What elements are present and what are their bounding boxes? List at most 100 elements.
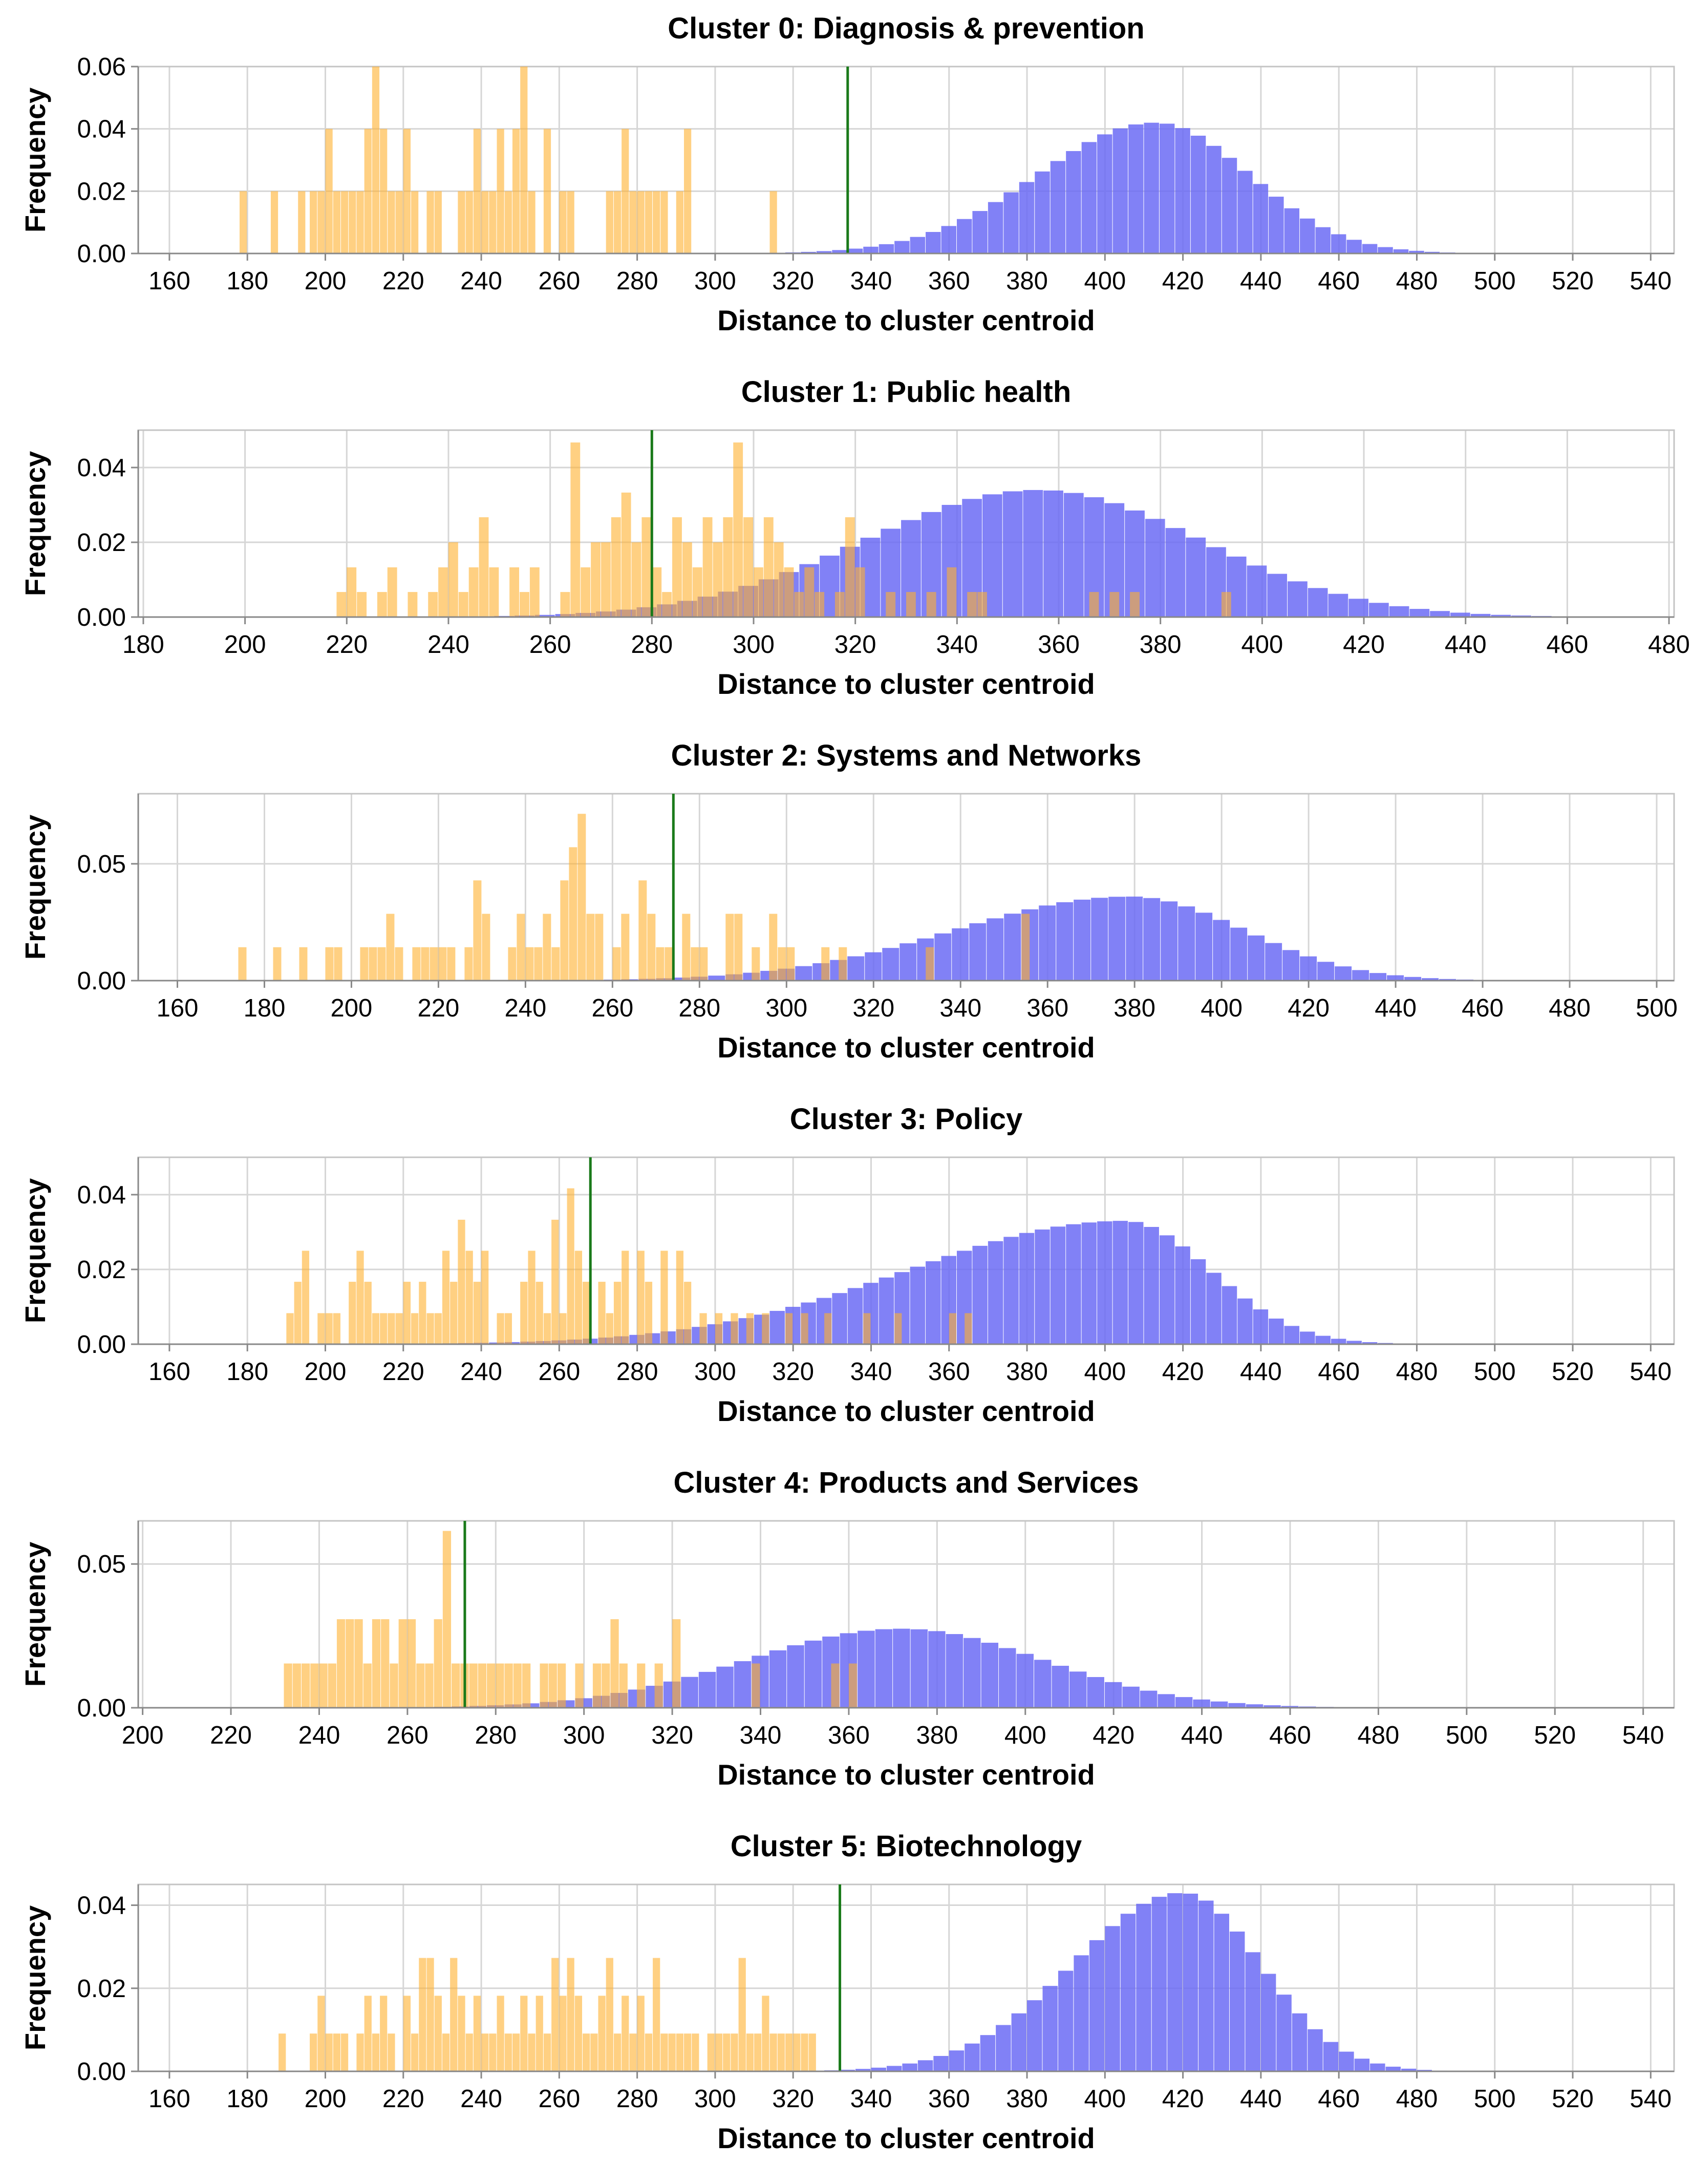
highlighted-bar bbox=[637, 191, 645, 253]
series-highlighted bbox=[336, 442, 1231, 617]
x-tick-label: 160 bbox=[148, 1358, 190, 1386]
histogram-panel-0: Cluster 0: Diagnosis & prevention 160 180 2… bbox=[19, 12, 1675, 336]
background-bar bbox=[1042, 1986, 1058, 2071]
x-axis-title: Distance to cluster centroid bbox=[717, 1758, 1095, 1791]
x-tick-label: 280 bbox=[678, 994, 720, 1022]
highlighted-bar bbox=[699, 947, 708, 981]
highlighted-bar bbox=[412, 947, 421, 981]
x-tick-label: 260 bbox=[538, 1358, 580, 1386]
background-bar bbox=[1362, 244, 1378, 253]
highlighted-bar bbox=[863, 1313, 871, 1344]
highlighted-bar bbox=[450, 1282, 458, 1344]
x-tick-label: 440 bbox=[1240, 2085, 1282, 2113]
highlighted-bar bbox=[426, 1958, 434, 2071]
highlighted-bar bbox=[356, 1250, 364, 1344]
x-tick-label: 460 bbox=[1318, 1358, 1360, 1386]
highlighted-bar bbox=[660, 191, 668, 253]
y-tick-label: 0.02 bbox=[77, 1975, 126, 2003]
highlighted-bar bbox=[622, 1250, 629, 1344]
highlighted-bar bbox=[504, 191, 512, 253]
highlighted-bar bbox=[804, 567, 815, 617]
highlighted-bar bbox=[977, 592, 987, 617]
highlighted-bar bbox=[621, 492, 631, 617]
background-bar bbox=[1087, 1677, 1104, 1708]
x-tick-labels: 160 180 200 220 240 260 280 300 320 340 360 380 400 4… bbox=[148, 1344, 1672, 1386]
chart-title: Cluster 2: Systems and Networks bbox=[671, 739, 1142, 772]
highlighted-bar bbox=[723, 517, 733, 617]
background-bar bbox=[1050, 161, 1066, 253]
highlighted-bar bbox=[652, 567, 662, 617]
highlighted-bar bbox=[356, 2033, 364, 2071]
background-bar bbox=[999, 1648, 1016, 1708]
x-tick-label: 380 bbox=[1006, 2085, 1048, 2113]
background-bar bbox=[946, 1634, 963, 1708]
x-tick-label: 360 bbox=[928, 2085, 970, 2113]
background-bar bbox=[1081, 142, 1097, 253]
highlighted-bar bbox=[559, 1996, 567, 2071]
highlighted-bar bbox=[1089, 592, 1099, 617]
background-bar bbox=[996, 2025, 1011, 2071]
x-tick-label: 380 bbox=[1140, 631, 1182, 659]
x-tick-label: 240 bbox=[460, 1358, 502, 1386]
x-tick-label: 220 bbox=[382, 267, 424, 295]
highlighted-bar bbox=[438, 947, 447, 981]
highlighted-bar bbox=[395, 191, 403, 253]
x-tick-label: 200 bbox=[305, 267, 347, 295]
y-tick-label: 0.04 bbox=[77, 1892, 126, 1920]
highlighted-bar bbox=[629, 191, 637, 253]
series-highlighted bbox=[239, 67, 777, 253]
highlighted-bar bbox=[769, 2033, 777, 2071]
highlighted-bar bbox=[458, 592, 468, 617]
background-bar bbox=[1195, 913, 1213, 981]
highlighted-bar bbox=[336, 1619, 346, 1708]
x-tick-label: 220 bbox=[210, 1722, 252, 1749]
x-tick-label: 380 bbox=[1113, 994, 1155, 1022]
background-bar bbox=[879, 244, 894, 253]
series-background bbox=[793, 1893, 1463, 2071]
highlighted-bar bbox=[528, 191, 536, 253]
background-bar bbox=[972, 1245, 988, 1344]
x-tick-label: 420 bbox=[1343, 631, 1385, 659]
background-bar bbox=[1346, 1341, 1362, 1344]
highlighted-bar bbox=[354, 1619, 363, 1708]
background-bar bbox=[1404, 977, 1422, 981]
x-tick-label: 500 bbox=[1474, 1358, 1516, 1386]
x-tick-label: 280 bbox=[631, 631, 673, 659]
background-bar bbox=[1143, 898, 1161, 981]
highlighted-bar bbox=[660, 1250, 668, 1344]
background-bar bbox=[487, 1705, 504, 1708]
background-bar bbox=[769, 1650, 787, 1708]
background-bar bbox=[1039, 905, 1056, 981]
highlighted-bar bbox=[801, 1313, 808, 1344]
series-background bbox=[569, 896, 1509, 981]
x-tick-label: 180 bbox=[226, 267, 268, 295]
background-bar bbox=[1066, 151, 1081, 253]
highlighted-bar bbox=[631, 542, 641, 617]
background-bar bbox=[1292, 2013, 1308, 2071]
highlighted-bar bbox=[653, 1958, 660, 2071]
x-tick-label: 480 bbox=[1396, 2085, 1438, 2113]
highlighted-bar bbox=[447, 947, 456, 981]
background-bar bbox=[1248, 935, 1265, 981]
background-bar bbox=[1385, 2066, 1401, 2071]
highlighted-bar bbox=[583, 2033, 590, 2071]
highlighted-bar bbox=[528, 2033, 536, 2071]
x-tick-label: 200 bbox=[305, 1358, 347, 1386]
highlighted-bar bbox=[738, 1958, 746, 2071]
x-tick-label: 420 bbox=[1162, 1358, 1204, 1386]
highlighted-bar bbox=[364, 129, 372, 253]
highlighted-bar bbox=[465, 2033, 473, 2071]
highlighted-bar bbox=[692, 2033, 699, 2071]
background-bar bbox=[1284, 208, 1300, 253]
highlighted-bar bbox=[448, 542, 458, 617]
background-bar bbox=[469, 1706, 487, 1708]
highlighted-bar bbox=[512, 129, 520, 253]
background-bar bbox=[941, 226, 956, 253]
chart-title: Cluster 4: Products and Services bbox=[674, 1466, 1139, 1499]
background-bar bbox=[1369, 973, 1387, 981]
highlighted-bar bbox=[525, 947, 534, 981]
background-bar bbox=[1267, 574, 1288, 617]
background-bar bbox=[1035, 1229, 1050, 1344]
background-bar bbox=[1159, 123, 1175, 253]
series-background bbox=[453, 490, 1593, 617]
